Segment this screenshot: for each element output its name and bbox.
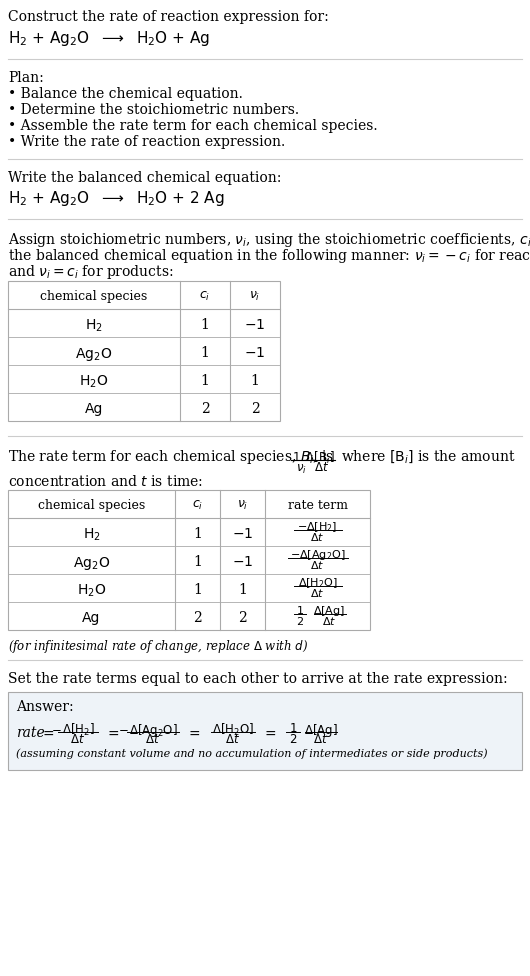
Text: $\nu_i\;\;\;\Delta t$: $\nu_i\;\;\;\Delta t$: [296, 461, 330, 476]
Text: 2: 2: [193, 611, 202, 625]
Text: $=$: $=$: [186, 726, 201, 740]
Bar: [8, 692, 522, 770]
Text: (for infinitesimal rate of change, replace $\Delta$ with $d$): (for infinitesimal rate of change, repla…: [8, 638, 308, 655]
Text: $-1$: $-1$: [232, 527, 253, 541]
Text: $c_i$: $c_i$: [199, 290, 210, 304]
Bar: [8, 281, 280, 421]
Text: 2: 2: [201, 402, 209, 416]
Text: $-$: $-$: [51, 722, 61, 735]
Text: rate term: rate term: [287, 499, 348, 512]
Text: 1: 1: [200, 374, 209, 388]
Text: The rate term for each chemical species, $B_i$, is: The rate term for each chemical species,…: [8, 448, 334, 466]
Text: $-1$: $-1$: [232, 555, 253, 569]
Text: $\mathrm{Ag_2O}$: $\mathrm{Ag_2O}$: [73, 555, 110, 572]
Text: concentration and $t$ is time:: concentration and $t$ is time:: [8, 474, 203, 489]
Text: $\mathrm{H_2}$ $+$ $\mathrm{Ag_2O}$  $\longrightarrow$  $\mathrm{H_2O}$ $+$ 2 Ag: $\mathrm{H_2}$ $+$ $\mathrm{Ag_2O}$ $\lo…: [8, 189, 225, 208]
Text: $=$: $=$: [105, 726, 120, 740]
Text: $\mathrm{H_2}$: $\mathrm{H_2}$: [83, 527, 100, 544]
Text: 1: 1: [238, 583, 247, 597]
Text: 1: 1: [193, 527, 202, 541]
Text: Write the balanced chemical equation:: Write the balanced chemical equation:: [8, 171, 281, 185]
Text: $\Delta t$: $\Delta t$: [311, 559, 325, 571]
Text: chemical species: chemical species: [38, 499, 145, 512]
Text: $\Delta t$: $\Delta t$: [70, 733, 85, 746]
Text: Set the rate terms equal to each other to arrive at the rate expression:: Set the rate terms equal to each other t…: [8, 672, 508, 686]
Text: the balanced chemical equation in the following manner: $\nu_i = -c_i$ for react: the balanced chemical equation in the fo…: [8, 247, 530, 265]
Text: $\Delta t$: $\Delta t$: [314, 733, 329, 746]
Text: $\nu_i$: $\nu_i$: [237, 499, 248, 512]
Text: $\Delta[\mathrm{Ag}]$: $\Delta[\mathrm{Ag}]$: [313, 604, 346, 618]
Text: $-$: $-$: [118, 722, 128, 735]
Text: $\Delta[\mathrm{H_2O}]$: $\Delta[\mathrm{H_2O}]$: [212, 722, 254, 738]
Text: • Determine the stoichiometric numbers.: • Determine the stoichiometric numbers.: [8, 103, 299, 117]
Text: $2$: $2$: [289, 733, 297, 746]
Text: 1: 1: [200, 346, 209, 360]
Text: 1: 1: [193, 583, 202, 597]
Text: $\Delta[\mathrm{H_2}]$: $\Delta[\mathrm{H_2}]$: [61, 722, 94, 738]
Text: $\Delta t$: $\Delta t$: [311, 587, 325, 599]
Text: $\Delta[\mathrm{H_2O}]$: $\Delta[\mathrm{H_2O}]$: [297, 576, 338, 590]
Text: $2$: $2$: [296, 615, 304, 627]
Text: $\mathrm{H_2}$: $\mathrm{H_2}$: [85, 318, 103, 335]
Text: 1: 1: [200, 318, 209, 332]
Text: $-1$: $-1$: [244, 318, 266, 332]
Text: Construct the rate of reaction expression for:: Construct the rate of reaction expressio…: [8, 10, 329, 24]
Text: • Write the rate of reaction expression.: • Write the rate of reaction expression.: [8, 135, 285, 149]
Text: where $[\mathrm{B}_i]$ is the amount: where $[\mathrm{B}_i]$ is the amount: [341, 448, 515, 465]
Text: $\Delta[\mathrm{Ag}]$: $\Delta[\mathrm{Ag}]$: [304, 722, 338, 739]
Text: rate: rate: [16, 726, 45, 740]
Text: chemical species: chemical species: [40, 290, 148, 303]
Text: $-1$: $-1$: [244, 346, 266, 360]
Text: and $\nu_i = c_i$ for products:: and $\nu_i = c_i$ for products:: [8, 263, 173, 281]
Text: Ag: Ag: [85, 402, 103, 416]
Text: $-\Delta[\mathrm{H_2}]$: $-\Delta[\mathrm{H_2}]$: [297, 520, 338, 534]
Text: $=$: $=$: [40, 726, 55, 740]
Text: 1: 1: [251, 374, 260, 388]
Text: $\Delta t$: $\Delta t$: [311, 531, 325, 543]
Text: $-\Delta[\mathrm{Ag_2O}]$: $-\Delta[\mathrm{Ag_2O}]$: [290, 548, 345, 562]
Text: • Balance the chemical equation.: • Balance the chemical equation.: [8, 87, 243, 101]
Text: $\Delta[\mathrm{Ag_2O}]$: $\Delta[\mathrm{Ag_2O}]$: [129, 722, 178, 739]
Text: $\mathrm{Ag_2O}$: $\mathrm{Ag_2O}$: [75, 346, 112, 363]
Text: $\mathrm{H_2}$ $+$ $\mathrm{Ag_2O}$  $\longrightarrow$  $\mathrm{H_2O}$ $+$ Ag: $\mathrm{H_2}$ $+$ $\mathrm{Ag_2O}$ $\lo…: [8, 29, 210, 48]
Text: $\Delta t$: $\Delta t$: [146, 733, 161, 746]
Text: $\mathrm{H_2O}$: $\mathrm{H_2O}$: [80, 374, 109, 390]
Text: $\Delta t$: $\Delta t$: [225, 733, 241, 746]
Text: $\Delta t$: $\Delta t$: [322, 615, 337, 627]
Text: $1\;\;\Delta[\mathrm{B}_i]$: $1\;\;\Delta[\mathrm{B}_i]$: [292, 450, 334, 467]
Text: Plan:: Plan:: [8, 71, 44, 85]
Text: Assign stoichiometric numbers, $\nu_i$, using the stoichiometric coefficients, $: Assign stoichiometric numbers, $\nu_i$, …: [8, 231, 530, 249]
Text: $\nu_i$: $\nu_i$: [249, 290, 261, 304]
Text: $1$: $1$: [289, 722, 297, 735]
Text: 2: 2: [238, 611, 247, 625]
Text: $c_i$: $c_i$: [192, 499, 203, 512]
Text: (assuming constant volume and no accumulation of intermediates or side products): (assuming constant volume and no accumul…: [16, 748, 488, 758]
Text: 1: 1: [193, 555, 202, 569]
Text: $\mathrm{H_2O}$: $\mathrm{H_2O}$: [77, 583, 106, 599]
Text: $=$: $=$: [262, 726, 277, 740]
Text: • Assemble the rate term for each chemical species.: • Assemble the rate term for each chemic…: [8, 119, 377, 133]
Text: 2: 2: [251, 402, 259, 416]
Text: Ag: Ag: [82, 611, 101, 625]
Text: Answer:: Answer:: [16, 700, 74, 714]
Text: $1$: $1$: [296, 604, 304, 616]
Bar: [8, 490, 370, 630]
